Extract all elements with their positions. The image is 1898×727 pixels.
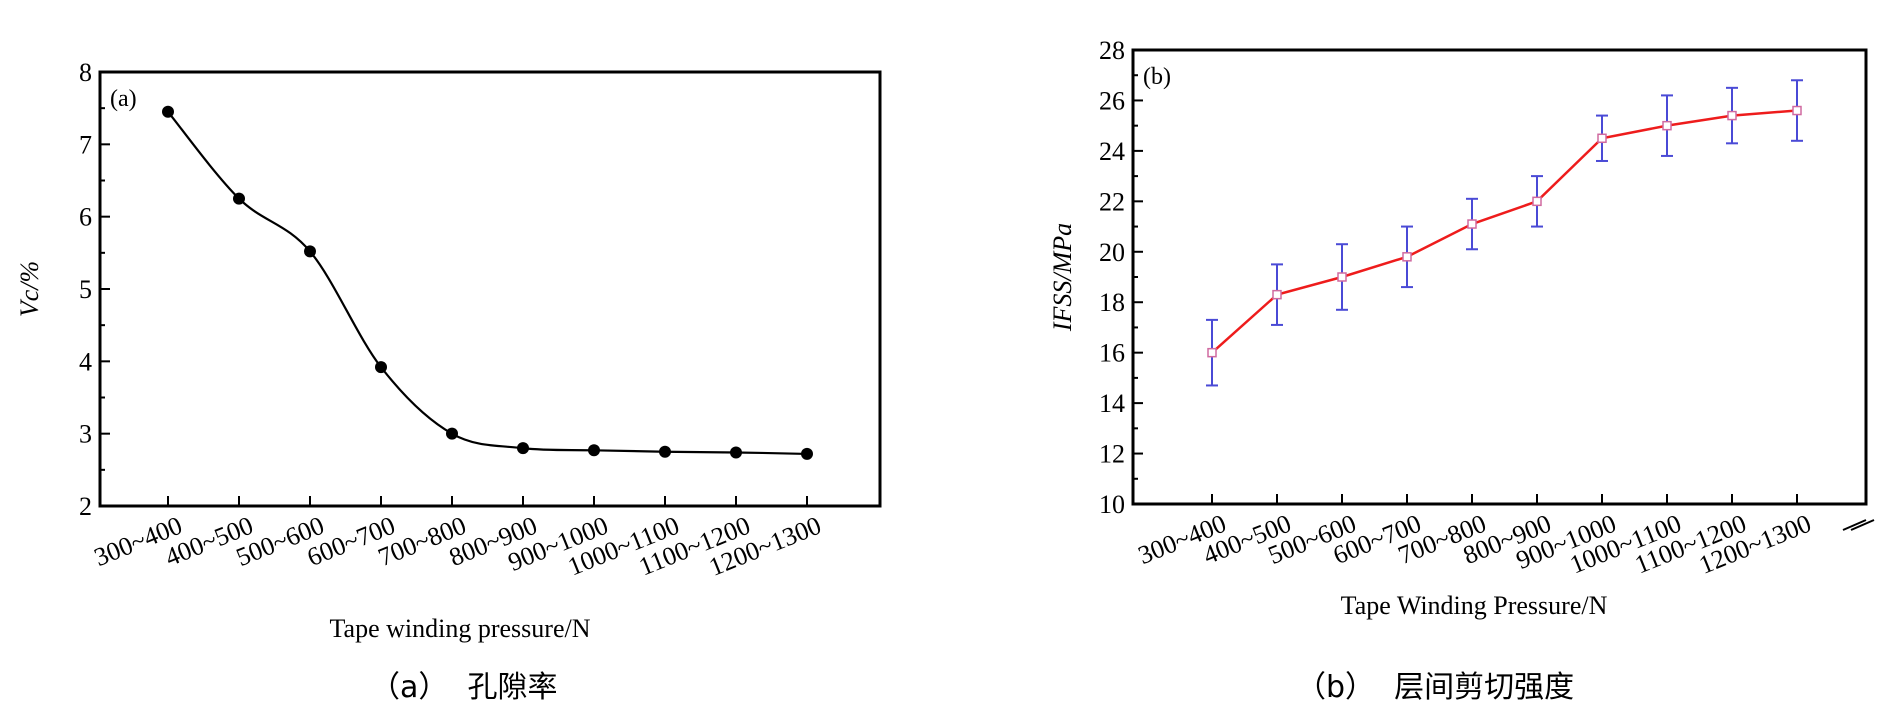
chartb-y-tick-label: 18 — [1099, 288, 1125, 317]
charta-x-axis-title: Tape winding pressure/N — [329, 614, 590, 643]
chartb-y-tick-label: 24 — [1099, 137, 1125, 166]
chartb-y-tick-label: 28 — [1099, 36, 1125, 65]
charta-y-axis-title: Vc/% — [15, 261, 44, 317]
chartb-data-point — [1662, 120, 1672, 131]
chartb-y-tick-label: 12 — [1099, 440, 1125, 469]
chartb-y-tick-label: 16 — [1099, 339, 1125, 368]
charta-data-point — [304, 245, 316, 258]
chartb-y-tick-label: 20 — [1099, 238, 1125, 267]
charta-plot-frame — [98, 70, 882, 508]
chartb-data-point — [1792, 105, 1802, 116]
caption-b: （b） 层间剪切强度 — [1296, 670, 1575, 705]
chartb-panel-label: (b) — [1143, 64, 1171, 90]
chartb-axis-break-mark — [1842, 519, 1867, 531]
chartb-y-tick-label: 26 — [1099, 86, 1125, 115]
charta-data-point — [162, 105, 174, 118]
charta-y-tick-label: 2 — [79, 492, 92, 521]
charta-data-point — [446, 427, 458, 440]
chartb-series-line — [1211, 109, 1798, 354]
charta-panel-label: (a) — [110, 86, 137, 112]
charta-y-tick-label: 8 — [79, 58, 92, 87]
chartb-axis-break-mark — [1850, 519, 1875, 531]
chartb-y-tick-label: 10 — [1099, 490, 1125, 519]
charta-data-point — [375, 361, 387, 374]
chartb-x-axis-title: Tape Winding Pressure/N — [1341, 591, 1608, 620]
caption-a: （a） 孔隙率 — [370, 670, 558, 705]
charta-data-point — [233, 192, 245, 205]
charta-y-tick-label: 5 — [79, 275, 92, 304]
charta-data-point — [730, 446, 742, 459]
charta-y-tick-label: 3 — [79, 420, 92, 449]
charta-data-point — [588, 444, 600, 457]
chartb-data-point — [1272, 289, 1282, 300]
charta-y-tick-label: 4 — [79, 347, 92, 376]
chartb-data-point — [1727, 110, 1737, 121]
charta-data-point — [801, 447, 813, 460]
chartb-data-point — [1532, 196, 1542, 207]
charta-data-point — [517, 442, 529, 455]
charta-y-tick-label: 6 — [79, 203, 92, 232]
chartb-y-tick-label: 14 — [1099, 389, 1125, 418]
chartb-data-point — [1337, 272, 1347, 282]
chartb-data-point — [1597, 133, 1607, 144]
chartb-plot-frame — [1131, 48, 1868, 506]
chartb-data-point — [1402, 252, 1412, 262]
chartb-y-axis-title: IFSS/MPa — [1048, 223, 1077, 332]
chartb-data-point — [1207, 347, 1217, 358]
charta-fit-curve — [167, 111, 808, 456]
chartb-y-tick-label: 22 — [1099, 187, 1125, 216]
charta-y-tick-label: 7 — [79, 130, 92, 159]
charta-data-point — [659, 445, 671, 458]
chartb-data-point — [1467, 219, 1477, 229]
